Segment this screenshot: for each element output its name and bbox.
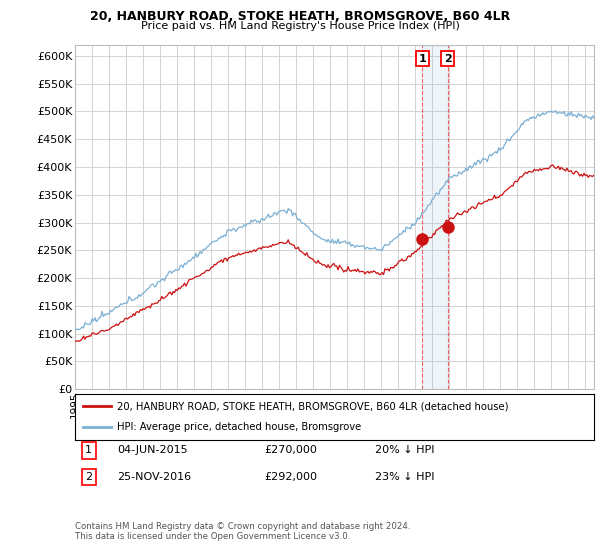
Text: £270,000: £270,000 <box>264 445 317 455</box>
Text: 20, HANBURY ROAD, STOKE HEATH, BROMSGROVE, B60 4LR: 20, HANBURY ROAD, STOKE HEATH, BROMSGROV… <box>90 10 510 23</box>
Bar <box>422 45 448 389</box>
Text: 20% ↓ HPI: 20% ↓ HPI <box>375 445 434 455</box>
Text: 2: 2 <box>85 472 92 482</box>
Text: £292,000: £292,000 <box>264 472 317 482</box>
Text: 1: 1 <box>85 445 92 455</box>
Text: Price paid vs. HM Land Registry's House Price Index (HPI): Price paid vs. HM Land Registry's House … <box>140 21 460 31</box>
Text: 23% ↓ HPI: 23% ↓ HPI <box>375 472 434 482</box>
Text: Contains HM Land Registry data © Crown copyright and database right 2024.
This d: Contains HM Land Registry data © Crown c… <box>75 522 410 542</box>
Text: HPI: Average price, detached house, Bromsgrove: HPI: Average price, detached house, Brom… <box>116 422 361 432</box>
Text: 20, HANBURY ROAD, STOKE HEATH, BROMSGROVE, B60 4LR (detached house): 20, HANBURY ROAD, STOKE HEATH, BROMSGROV… <box>116 401 508 411</box>
Text: 04-JUN-2015: 04-JUN-2015 <box>117 445 188 455</box>
Text: 1: 1 <box>419 54 427 64</box>
Text: 2: 2 <box>444 54 452 64</box>
Text: 25-NOV-2016: 25-NOV-2016 <box>117 472 191 482</box>
